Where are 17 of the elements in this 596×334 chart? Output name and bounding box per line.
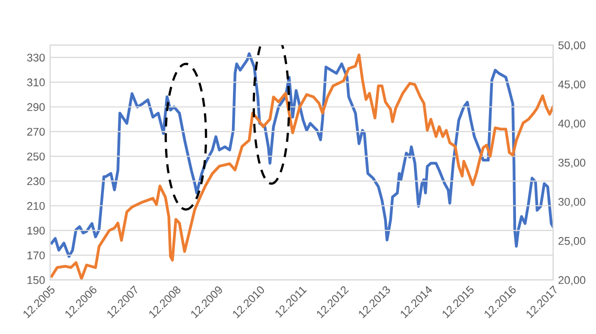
y2-tick-label: 30,00 xyxy=(558,198,586,208)
y-tick-label: 230 xyxy=(27,177,45,186)
y2-tick-label: 50,00 xyxy=(558,41,586,51)
y2-tick-label: 20,00 xyxy=(558,276,586,286)
y-tick-label: 290 xyxy=(27,103,45,112)
y2-tick-label: 40,00 xyxy=(558,120,586,129)
y-tick-label: 190 xyxy=(28,226,45,235)
y2-tick-label: 25,00 xyxy=(558,237,586,246)
y2-tick-label: 35,00 xyxy=(558,158,586,168)
y-tick-label: 270 xyxy=(27,128,45,136)
y-tick-label: 310 xyxy=(27,78,45,86)
y-tick-label: 210 xyxy=(27,202,45,210)
y-tick-label: 250 xyxy=(27,152,45,160)
y2-tick-label: 45,00 xyxy=(558,80,586,90)
y-tick-label: 330 xyxy=(27,54,45,62)
y-tick-label: 150 xyxy=(28,276,45,284)
y-tick-label: 170 xyxy=(28,251,45,260)
